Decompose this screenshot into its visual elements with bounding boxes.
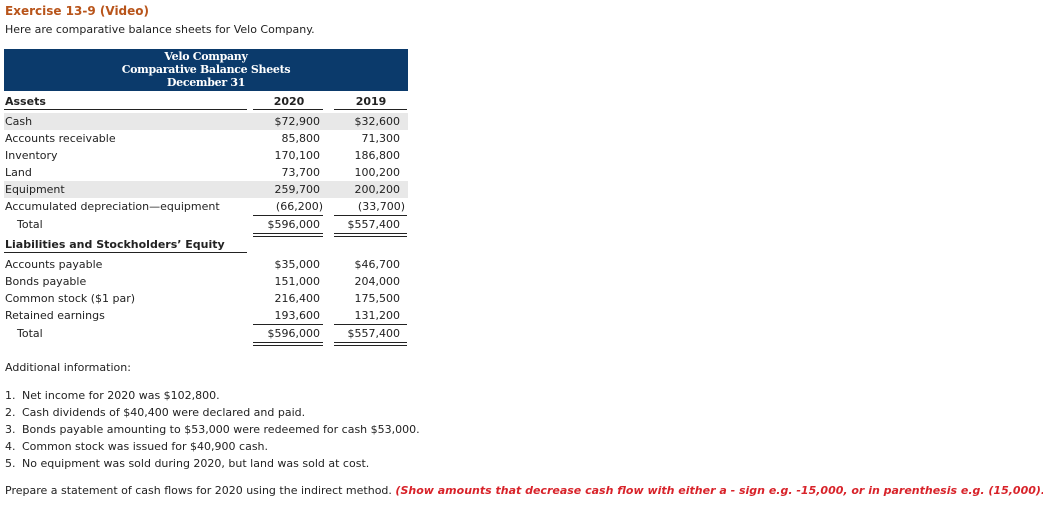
- statement-name: Comparative Balance Sheets: [121, 63, 291, 76]
- total-label: Total: [17, 327, 43, 340]
- assets-heading-row: Assets 2020 2019: [4, 93, 408, 110]
- value-2019: 131,200: [354, 309, 401, 322]
- table-row: Inventory 170,100 186,800: [4, 147, 408, 164]
- year-2020-underline: [253, 109, 323, 110]
- value-2020: 151,000: [274, 275, 321, 288]
- row-label: Cash: [5, 115, 33, 128]
- total-label: Total: [17, 218, 43, 231]
- value-2020: 216,400: [274, 292, 321, 305]
- total-2020: $596,000: [267, 327, 321, 340]
- assets-total-row: Total $596,000 $557,400: [4, 216, 408, 233]
- table-row: Accounts payable $35,000 $46,700: [4, 256, 408, 273]
- row-label: Land: [5, 166, 32, 179]
- value-2019: (33,700): [357, 200, 405, 213]
- list-item: 3. Bonds payable amounting to $53,000 wer…: [5, 421, 420, 438]
- table-row: Accumulated depreciation—equipment (66,2…: [4, 198, 408, 215]
- row-label: Inventory: [5, 149, 58, 162]
- value-2019: 204,000: [354, 275, 401, 288]
- item-number: 4.: [5, 440, 16, 453]
- instruction-text: Prepare a statement of cash flows for 20…: [5, 484, 392, 497]
- statement-date: December 31: [166, 76, 246, 89]
- value-2019: 71,300: [361, 132, 401, 145]
- assets-heading-underline: [4, 109, 247, 110]
- value-2019: $46,700: [354, 258, 401, 271]
- value-2019: 200,200: [354, 183, 401, 196]
- company-name: Velo Company: [164, 50, 248, 63]
- value-2019: 100,200: [354, 166, 401, 179]
- list-item: 4. Common stock was issued for $40,900 ca…: [5, 438, 420, 455]
- instruction-note: (Show amounts that decrease cash flow wi…: [395, 484, 1043, 497]
- intro-text: Here are comparative balance sheets for …: [5, 23, 315, 36]
- assets-total-rule-2019: [334, 215, 407, 216]
- row-label: Common stock ($1 par): [5, 292, 136, 305]
- value-2019: 186,800: [354, 149, 401, 162]
- value-2020: (66,200): [275, 200, 323, 213]
- value-2019: $32,600: [354, 115, 401, 128]
- list-item: 5. No equipment was sold during 2020, but…: [5, 455, 420, 472]
- item-text: Cash dividends of $40,400 were declared …: [22, 406, 306, 419]
- row-label: Accumulated depreciation—equipment: [5, 200, 220, 213]
- table-row: Equipment 259,700 200,200: [4, 181, 408, 198]
- table-row: Common stock ($1 par) 216,400 175,500: [4, 290, 408, 307]
- row-label: Accounts receivable: [5, 132, 116, 145]
- liabilities-heading-row: Liabilities and Stockholders’ Equity: [4, 236, 408, 253]
- list-item: 2. Cash dividends of $40,400 were declare…: [5, 404, 420, 421]
- liabilities-total-row: Total $596,000 $557,400: [4, 325, 408, 342]
- table-row: Accounts receivable 85,800 71,300: [4, 130, 408, 147]
- balance-sheet-header: Velo Company Comparative Balance Sheets …: [4, 49, 408, 91]
- instruction: Prepare a statement of cash flows for 20…: [5, 484, 1043, 497]
- item-number: 2.: [5, 406, 16, 419]
- row-label: Bonds payable: [5, 275, 87, 288]
- liabilities-heading: Liabilities and Stockholders’ Equity: [5, 238, 225, 251]
- value-2020: $35,000: [274, 258, 321, 271]
- assets-total-double-rule-2019: [334, 233, 407, 237]
- value-2020: 259,700: [274, 183, 321, 196]
- liabilities-total-double-rule-2020: [253, 342, 323, 346]
- year-2020-header: 2020: [273, 95, 305, 108]
- item-text: Common stock was issued for $40,900 cash…: [22, 440, 269, 453]
- value-2019: 175,500: [354, 292, 401, 305]
- additional-info-heading: Additional information:: [5, 361, 131, 374]
- item-number: 3.: [5, 423, 16, 436]
- table-row: Retained earnings 193,600 131,200: [4, 307, 408, 324]
- total-2019: $557,400: [347, 218, 401, 231]
- liabilities-total-rule-2019: [334, 324, 407, 325]
- year-2019-underline: [334, 109, 407, 110]
- assets-heading: Assets: [5, 95, 46, 108]
- assets-total-double-rule-2020: [253, 233, 323, 237]
- value-2020: $72,900: [274, 115, 321, 128]
- item-text: No equipment was sold during 2020, but l…: [22, 457, 370, 470]
- row-label: Retained earnings: [5, 309, 105, 322]
- table-row: Bonds payable 151,000 204,000: [4, 273, 408, 290]
- liabilities-total-rule-2020: [253, 324, 323, 325]
- liabilities-heading-underline: [4, 252, 247, 253]
- value-2020: 73,700: [281, 166, 321, 179]
- row-label: Accounts payable: [5, 258, 103, 271]
- year-2019-header: 2019: [355, 95, 387, 108]
- additional-info-list: 1. Net income for 2020 was $102,800. 2. Ca…: [5, 387, 420, 472]
- total-2020: $596,000: [267, 218, 321, 231]
- exercise-title: Exercise 13-9 (Video): [5, 4, 150, 18]
- total-2019: $557,400: [347, 327, 401, 340]
- list-item: 1. Net income for 2020 was $102,800.: [5, 387, 420, 404]
- liabilities-total-double-rule-2019: [334, 342, 407, 346]
- value-2020: 85,800: [281, 132, 321, 145]
- item-number: 1.: [5, 389, 16, 402]
- table-row: Cash $72,900 $32,600: [4, 113, 408, 130]
- item-text: Net income for 2020 was $102,800.: [22, 389, 220, 402]
- row-label: Equipment: [5, 183, 65, 196]
- table-row: Land 73,700 100,200: [4, 164, 408, 181]
- item-number: 5.: [5, 457, 16, 470]
- value-2020: 193,600: [274, 309, 321, 322]
- item-text: Bonds payable amounting to $53,000 were …: [22, 423, 420, 436]
- assets-total-rule-2020: [253, 215, 323, 216]
- value-2020: 170,100: [274, 149, 321, 162]
